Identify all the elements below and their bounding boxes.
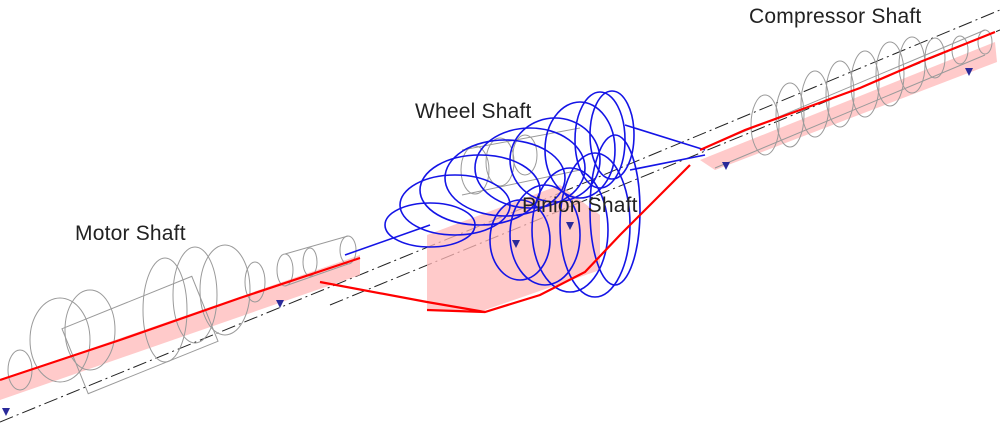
wheel-hub-line bbox=[461, 169, 581, 196]
compressor-disk bbox=[750, 94, 780, 156]
pinion-mode-line bbox=[319, 164, 691, 314]
wheel-hub-line bbox=[461, 127, 581, 151]
compressor-shaft-label: Compressor Shaft bbox=[749, 5, 922, 28]
mode-shape-lines bbox=[0, 30, 996, 382]
compressor-disk bbox=[800, 70, 830, 138]
compressor-disk bbox=[924, 37, 946, 79]
pinion-mode-base bbox=[426, 308, 486, 314]
motor-disk bbox=[244, 261, 266, 303]
motor-shaft-label: Motor Shaft bbox=[75, 222, 186, 245]
bearing-icon bbox=[2, 408, 10, 416]
bearing-icon bbox=[965, 68, 973, 76]
wheel-rings bbox=[344, 90, 706, 298]
wheel-connector bbox=[624, 124, 706, 151]
wheel-hub-wireframe bbox=[460, 127, 581, 196]
wheel-connector bbox=[629, 154, 706, 171]
motor-core bbox=[61, 275, 219, 395]
motor-sleeve-line bbox=[284, 235, 349, 255]
motor-mode-fill bbox=[0, 255, 360, 400]
compressor-disk bbox=[775, 82, 805, 148]
wheel-ring bbox=[544, 101, 616, 199]
motor-sleeve-line bbox=[284, 263, 349, 287]
wheel-ring bbox=[589, 90, 635, 180]
wheel-ring bbox=[509, 184, 581, 286]
compressor-disk bbox=[850, 50, 880, 118]
wheel-hub-disk bbox=[512, 134, 538, 176]
wheel-connector bbox=[344, 224, 431, 256]
bearing-icon bbox=[722, 162, 730, 170]
wheel-ring bbox=[589, 134, 641, 286]
bearing-icon bbox=[566, 222, 574, 230]
bearing-icon bbox=[512, 240, 520, 248]
motor-disk bbox=[172, 246, 218, 344]
motor-mode-line bbox=[0, 256, 361, 382]
compressor-mode-line bbox=[699, 30, 996, 152]
compressor-disk bbox=[825, 60, 855, 128]
pinion-shaft-label: Pinion Shaft bbox=[522, 194, 638, 217]
bearing-icon bbox=[276, 300, 284, 308]
compressor-disk bbox=[898, 36, 926, 94]
mode-shape-fills bbox=[0, 42, 997, 400]
wheel-ring bbox=[531, 167, 609, 293]
wheel-ring bbox=[419, 154, 541, 226]
compressor-hull-line bbox=[714, 54, 986, 169]
wheel-hub-disk bbox=[460, 145, 490, 195]
wheel-shaft-label: Wheel Shaft bbox=[415, 100, 532, 123]
compressor-mode-fill bbox=[700, 42, 997, 170]
motor-disk bbox=[302, 247, 318, 277]
motor-wireframe bbox=[7, 235, 357, 395]
wheel-ring bbox=[444, 139, 566, 217]
wheel-ring bbox=[574, 91, 626, 189]
wheel-ring bbox=[474, 127, 586, 209]
pinion-mode-fill bbox=[427, 185, 600, 310]
bearings bbox=[2, 68, 973, 416]
compressor-centerline bbox=[559, 9, 1000, 194]
motor-disk bbox=[64, 289, 116, 371]
motor-disk bbox=[29, 297, 91, 383]
wheel-ring bbox=[509, 117, 601, 203]
compressor-disk bbox=[875, 41, 905, 107]
motor-disk bbox=[199, 244, 251, 336]
motor-disk bbox=[142, 257, 188, 363]
